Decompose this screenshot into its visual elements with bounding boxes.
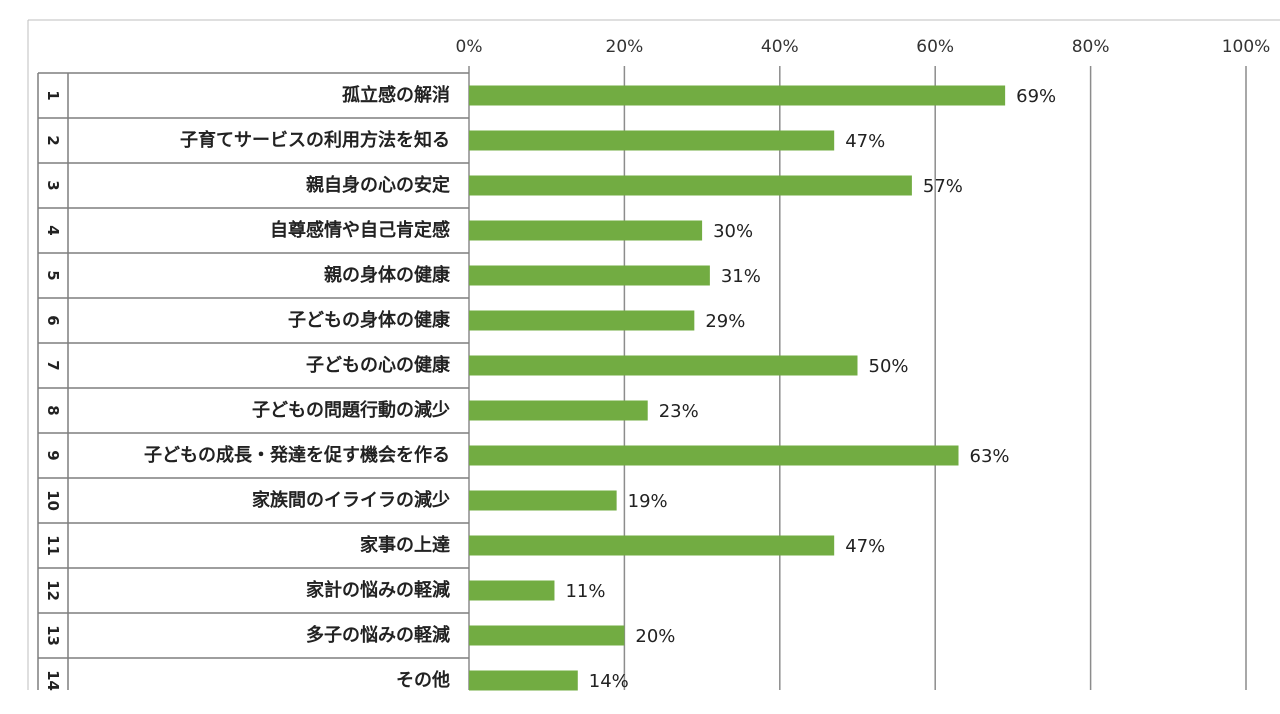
data-label: 63%: [970, 446, 1010, 467]
row-number: 3: [44, 180, 62, 190]
data-label: 30%: [713, 221, 753, 242]
row-number: 7: [44, 360, 62, 370]
row-number: 13: [44, 625, 62, 646]
data-label: 47%: [845, 131, 885, 152]
bar: [469, 130, 835, 151]
row-number: 5: [44, 270, 62, 280]
bar: [469, 220, 703, 241]
category-label: 子どもの成長・発達を促す機会を作る: [144, 444, 450, 466]
row-number: 8: [44, 405, 62, 415]
bar: [469, 355, 858, 376]
data-label: 11%: [565, 581, 605, 602]
x-tick-label: 40%: [761, 37, 799, 57]
category-label: 孤立感の解消: [342, 84, 450, 106]
category-label: 家族間のイライラの減少: [252, 489, 450, 511]
bar: [469, 625, 625, 646]
bar: [469, 265, 710, 286]
row-number: 12: [44, 580, 62, 601]
data-label: 19%: [628, 491, 668, 512]
category-label: 親自身の心の安定: [306, 174, 450, 196]
row-number: 6: [44, 315, 62, 325]
data-label: 20%: [635, 626, 675, 647]
data-label: 31%: [721, 266, 761, 287]
row-number: 9: [44, 450, 62, 460]
row-number: 10: [44, 490, 62, 511]
category-label: 多子の悩みの軽減: [306, 624, 450, 646]
data-label: 29%: [705, 311, 745, 332]
bar: [469, 490, 617, 511]
category-label: 家事の上達: [360, 534, 450, 556]
row-number: 1: [44, 90, 62, 100]
category-label: 家計の悩みの軽減: [306, 579, 450, 601]
category-label: 子どもの身体の健康: [288, 309, 451, 331]
data-label: 50%: [869, 356, 909, 377]
row-number: 4: [44, 225, 62, 235]
x-tick-label: 100%: [1222, 37, 1271, 57]
category-label: 子どもの心の健康: [306, 354, 451, 376]
row-number: 11: [44, 535, 62, 556]
bar: [469, 85, 1006, 106]
category-label: 自尊感情や自己肯定感: [270, 219, 450, 241]
bar: [469, 670, 578, 691]
data-label: 57%: [923, 176, 963, 197]
bar: [469, 310, 695, 331]
bar: [469, 175, 912, 196]
x-tick-label: 80%: [1072, 37, 1110, 57]
x-tick-label: 0%: [456, 37, 483, 57]
row-number: 14: [44, 670, 62, 691]
bar: [469, 400, 648, 421]
bar: [469, 445, 959, 466]
x-tick-label: 20%: [606, 37, 644, 57]
data-label: 47%: [845, 536, 885, 557]
category-label: その他: [396, 669, 450, 691]
bar: [469, 580, 555, 601]
category-label: 子どもの問題行動の減少: [252, 399, 450, 421]
row-number: 2: [44, 135, 62, 145]
x-tick-label: 60%: [916, 37, 954, 57]
category-label: 親の身体の健康: [324, 264, 451, 286]
bar: [469, 535, 835, 556]
data-label: 23%: [659, 401, 699, 422]
data-label: 69%: [1016, 86, 1056, 107]
category-label: 子育てサービスの利用方法を知る: [180, 129, 450, 151]
data-label: 14%: [589, 671, 629, 692]
